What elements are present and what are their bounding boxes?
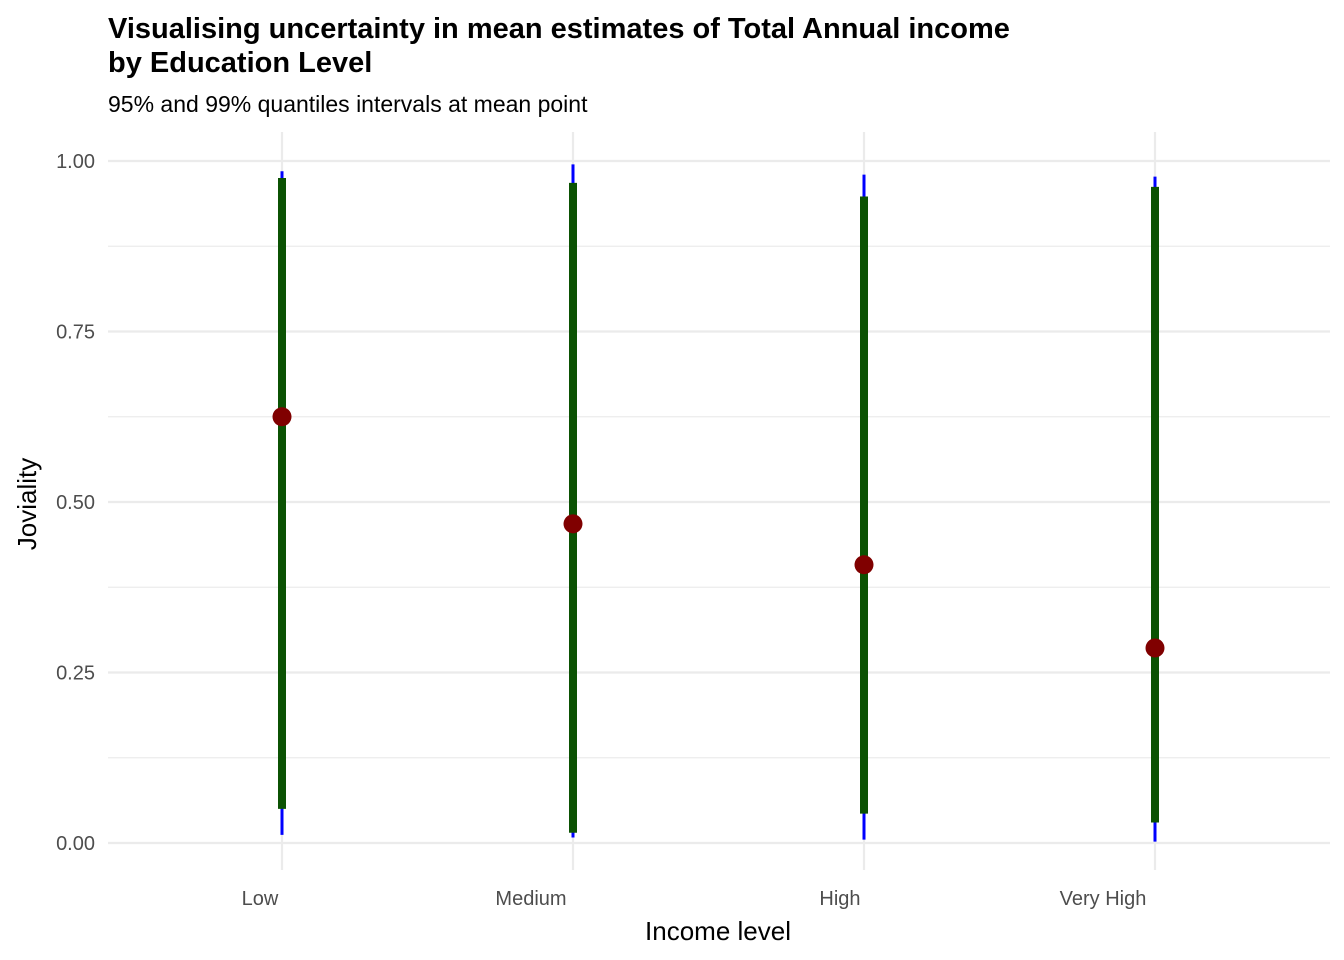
mean-point-very-high [1145, 638, 1165, 658]
y-axis-ticks: 0.00 0.25 0.50 0.75 1.00 [56, 151, 95, 855]
mean-point-low [272, 407, 292, 427]
y-tick-label: 0.25 [56, 663, 95, 685]
x-tick-label: Medium [495, 888, 566, 910]
y-tick-label: 0.00 [56, 833, 95, 855]
x-tick-label: Very High [1060, 888, 1147, 910]
y-tick-label: 0.75 [56, 322, 95, 344]
x-axis-ticks: Low Medium High Very High [242, 888, 1147, 910]
grid [108, 132, 1330, 870]
chart-title-line1: Visualising uncertainty in mean estimate… [108, 13, 1010, 45]
chart-subtitle: 95% and 99% quantiles intervals at mean … [108, 91, 588, 117]
y-axis-title: Joviality [12, 458, 42, 550]
mean-point-high [854, 555, 874, 575]
mean-point-medium [563, 514, 583, 534]
x-axis-title: Income level [645, 916, 791, 946]
chart-title-line2: by Education Level [108, 47, 372, 79]
plot-marks [272, 164, 1165, 842]
y-tick-label: 1.00 [56, 151, 95, 173]
x-tick-label: High [819, 888, 860, 910]
x-tick-label: Low [242, 888, 279, 910]
y-tick-label: 0.50 [56, 492, 95, 514]
